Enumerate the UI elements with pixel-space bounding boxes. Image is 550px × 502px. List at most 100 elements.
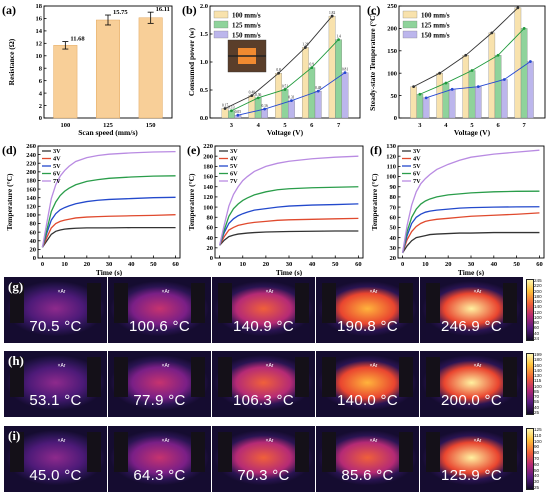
y-tick-label: 200 <box>387 26 397 33</box>
series-line-3V <box>402 231 540 254</box>
trend-point <box>256 96 260 100</box>
colorbar-tick-label: 199 <box>534 352 542 357</box>
thermal-marker: ×Ar <box>265 438 274 444</box>
thermal-row-g: ×Ar 70.5 °C (g) ×Ar 100.6 °C ×Ar 140.9 °C ×Ar 19… <box>4 277 544 343</box>
bar-0 <box>462 55 470 119</box>
electrode-pad <box>503 283 517 323</box>
x-tick-label: 100 <box>60 122 70 129</box>
colorbar-tick-label: 140 <box>534 367 542 373</box>
y-tick-label: 160 <box>203 174 213 181</box>
electrode-pad <box>399 357 413 397</box>
colorbar-tick-label: 200 <box>534 288 542 294</box>
legend-entry: 125 mm/s <box>232 21 261 29</box>
electrode-pad <box>295 357 309 397</box>
x-tick-label: 50 <box>513 261 520 268</box>
series-line-4V <box>401 212 540 254</box>
series-line-3V <box>41 226 176 248</box>
trend-point <box>283 88 287 91</box>
chart-c: 0 50 100 150 200 250 Steady-state Temperature … <box>367 3 546 137</box>
y-axis-label: Temperature (°C) <box>5 173 14 230</box>
x-axis-label: Time (s) <box>96 268 123 276</box>
x-tick-label: 60 <box>355 261 362 268</box>
y-axis-label: Temperature (°C) <box>370 173 379 230</box>
series-line-7V <box>401 149 540 254</box>
bar-0 <box>301 47 309 119</box>
x-tick-label: 3 <box>230 122 234 129</box>
bar-0 <box>514 7 522 119</box>
legend-entry: 100 mm/s <box>421 11 450 19</box>
data-label: 0.8 <box>276 68 281 72</box>
y-tick-label: 0 <box>39 115 42 122</box>
trend-point <box>330 14 334 18</box>
chart-d: 020406080100120140160180200220240260Temp… <box>2 143 181 276</box>
electrode-pad <box>87 432 101 472</box>
electrode-pad <box>295 283 309 323</box>
trend-point <box>310 66 314 69</box>
y-axis-label: Resistance (Ω) <box>7 38 16 85</box>
y-tick-label: 80 <box>207 214 214 221</box>
y-tick-label: 1.5 <box>200 31 209 38</box>
thermal-temperature: 190.8 °C <box>337 318 398 335</box>
x-axis-label: Time (s) <box>458 268 485 276</box>
colorbar <box>526 428 534 490</box>
colorbar-tick-label: 60 <box>534 325 540 331</box>
bar-2 <box>314 90 322 119</box>
y-tick-label: 2 <box>39 103 42 110</box>
y-tick-label: 50 <box>390 225 397 232</box>
bar-1 <box>254 97 262 119</box>
bar <box>53 45 78 119</box>
y-tick-label: 14 <box>36 28 43 35</box>
y-tick-label: 4 <box>39 90 43 97</box>
thermal-image: ×Ar 200.0 °C <box>420 351 523 417</box>
y-tick-label: 100 <box>386 174 396 181</box>
colorbar-tick-label: 25 <box>534 485 540 490</box>
thermal-marker: ×Ar <box>161 438 170 444</box>
y-tick-label: 140 <box>203 184 213 191</box>
x-tick-label: 0 <box>41 261 44 268</box>
panel-label: (h) <box>8 353 24 368</box>
series-line-7V <box>41 150 176 248</box>
trend-point <box>516 6 520 10</box>
x-tick-label: 4 <box>257 122 261 129</box>
y-tick-label: 18 <box>36 3 43 10</box>
thermal-image: ×Ar 77.9 °C <box>108 351 211 417</box>
electrode-pad <box>114 357 128 397</box>
series-line-6V <box>41 175 176 248</box>
trend-point <box>490 31 494 35</box>
colorbar-tick-label: 180 <box>534 357 542 363</box>
thermal-temperature: 106.3 °C <box>233 392 294 409</box>
trend-point <box>502 78 506 81</box>
bar-2 <box>474 86 482 119</box>
chart-e: 020406080100120140160180200220Temperatur… <box>187 143 364 276</box>
trend-point <box>250 94 254 97</box>
x-tick-label: 50 <box>332 261 339 268</box>
x-axis-label: Voltage (V) <box>454 128 491 137</box>
colorbar <box>526 279 534 341</box>
x-tick-label: 50 <box>150 261 157 268</box>
y-tick-label: 70 <box>390 204 397 211</box>
data-label: 1.26 <box>302 42 308 46</box>
x-tick-label: 10 <box>240 261 247 268</box>
colorbar <box>526 353 534 415</box>
thermal-marker: ×Ar <box>265 289 274 295</box>
y-tick-label: 1.0 <box>200 59 208 66</box>
thermal-temperature: 70.5 °C <box>29 318 82 335</box>
colorbar-tick-label: 55 <box>534 399 540 405</box>
y-tick-label: 30 <box>390 245 397 252</box>
trend-point <box>343 71 347 75</box>
thermal-marker: ×Ar <box>57 289 66 295</box>
thermal-image: ×Ar 140.9 °C <box>212 277 315 343</box>
x-tick-label: 20 <box>263 261 270 268</box>
electrode-pad <box>114 283 128 323</box>
legend-entry: 7V <box>230 178 238 185</box>
x-tick-label: 40 <box>128 261 135 268</box>
electrode-pad <box>322 432 336 472</box>
bar <box>138 17 163 119</box>
electrode-pad <box>10 357 24 397</box>
x-axis-label: Scan speed (mm/s) <box>78 128 138 137</box>
chart-a: 0 2 4 6 8 10 12 14 16 18 Resistance (Ω) Scan speed … <box>2 3 173 137</box>
x-axis-label: Time (s) <box>276 268 303 276</box>
y-tick-label: 80 <box>390 194 397 201</box>
y-tick-label: 8 <box>39 65 43 72</box>
data-label: 0.05 <box>235 110 241 114</box>
